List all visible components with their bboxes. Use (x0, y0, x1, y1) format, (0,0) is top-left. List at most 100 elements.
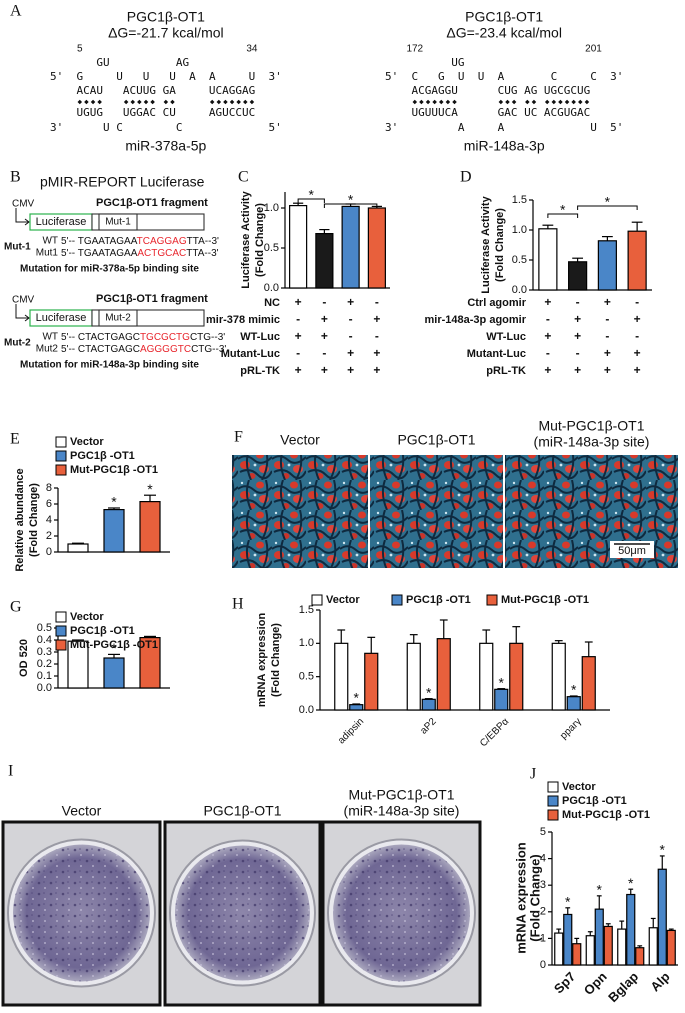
sequence-part: 5'-- TGAATAGAA (61, 236, 138, 247)
significance-star: * (111, 494, 117, 510)
dish-speckle (175, 845, 310, 981)
mutation-box (98, 309, 138, 327)
y-tick-label: 1 (540, 932, 546, 944)
significance-star: * (571, 682, 577, 698)
base-pair-dot (432, 99, 437, 105)
base-pair-dot (130, 99, 136, 105)
condition-sign: + (321, 363, 328, 377)
base-pair-dot (84, 99, 89, 105)
y-axis-label: (Fold Change) (254, 203, 266, 277)
base-pair-dot (511, 99, 517, 105)
y-tick-label: 0.0 (299, 704, 314, 716)
y-axis-label: OD 520 (18, 639, 30, 677)
y-tick-label: 2 (540, 906, 546, 918)
condition-label: Mutant-Luc (221, 348, 280, 360)
mutation-note: Mutation for miR-378a-5p binding site (20, 264, 199, 275)
sequence: 5'-- CTACTGAGCAGGGGTCCTG--3' (61, 344, 226, 355)
base-pair-dot (531, 99, 537, 105)
y-tick-label: 0.5 (512, 254, 527, 266)
base-pair-dot (249, 99, 255, 105)
significance-star: * (354, 690, 360, 706)
bar (406, 642, 421, 711)
condition-sign: + (544, 329, 551, 343)
bar (572, 943, 582, 966)
image-label: Mut-PGC1β-OT1 (538, 418, 644, 434)
sequence-row: GU AG (50, 56, 189, 69)
bar (627, 230, 647, 291)
bar (603, 925, 613, 966)
y-tick-label: 5 (540, 826, 546, 838)
bar (334, 642, 349, 711)
mutation-site: Mut-1 (105, 217, 131, 228)
bar (421, 698, 436, 711)
bar (289, 205, 308, 289)
y-axis-label: mRNA expression (256, 613, 268, 708)
promoter-arrow (15, 208, 30, 226)
condition-sign: - (546, 346, 550, 360)
y-tick-label: 0.1 (37, 670, 52, 682)
sequence: 5'-- CTACTGAGCTGCGCTGCTG--3' (61, 332, 225, 343)
base-pair-dot (163, 99, 169, 105)
legend-swatch (547, 795, 559, 807)
significance-star: * (426, 684, 432, 700)
x-tick-label: pparγ (558, 716, 583, 741)
base-pair-dot (445, 99, 451, 105)
construct-title: pMIR-REPORT Luciferase (40, 174, 205, 190)
legend-label: Mut-PGC1β -OT1 (562, 809, 650, 821)
condition-label: mir-378 mimic (206, 314, 280, 326)
panel-label: B (10, 169, 21, 186)
bar (666, 929, 676, 966)
bar (594, 908, 604, 966)
y-tick-label: 1.5 (299, 604, 314, 616)
y-tick-label: 1.5 (512, 194, 527, 206)
condition-sign: + (634, 312, 641, 326)
condition-sign: + (347, 363, 354, 377)
legend-swatch (311, 594, 323, 606)
y-tick-label: 0.5 (299, 671, 314, 683)
condition-sign: - (296, 312, 300, 326)
duplex-title: PGC1β-OT1 (465, 9, 543, 25)
bar (436, 638, 451, 711)
histology-image (232, 455, 368, 568)
base-pair-dot (452, 99, 457, 105)
fragment-label: PGC1β-OT1 fragment (96, 197, 208, 209)
condition-label: pRL-TK (240, 365, 280, 377)
sequence-row: UG (385, 56, 464, 69)
base-pair-dot (571, 99, 576, 105)
legend-label: Mut-PGC1β -OT1 (70, 464, 158, 476)
significance-star: * (147, 481, 153, 497)
significance-star: * (499, 674, 505, 690)
fragment-label: PGC1β-OT1 fragment (96, 293, 208, 305)
condition-sign: + (634, 346, 641, 360)
bar (566, 696, 581, 711)
image-label: (miR-148a-3p site) (344, 803, 460, 819)
panel-label: I (8, 763, 13, 780)
base-pair-dot (564, 99, 570, 105)
condition-sign: - (349, 312, 353, 326)
condition-sign: + (604, 363, 611, 377)
panel-label: C (238, 169, 249, 186)
sequence-part: 5'-- CTACTGAGC (61, 332, 140, 343)
base-pair-dot (584, 99, 590, 105)
condition-label: WT-Luc (240, 331, 280, 343)
condition-sign: + (347, 346, 354, 360)
y-axis-label: Luciferase Activity (480, 195, 492, 293)
y-tick-label: 1.0 (264, 202, 279, 214)
condition-sign: - (576, 346, 580, 360)
bar (563, 913, 573, 966)
y-tick-label: 0.5 (37, 622, 52, 634)
sequence-name: WT (42, 236, 58, 247)
base-pair-dot (505, 99, 510, 105)
sequence: 5'-- TGAATAGAATCAGGAGTTA--3' (61, 236, 219, 247)
bar (479, 642, 494, 711)
base-pair-dot (97, 99, 102, 105)
condition-sign: + (574, 363, 581, 377)
sequence-name: WT (42, 332, 58, 343)
y-tick-label: 6 (46, 498, 52, 510)
panel-label: F (234, 429, 243, 446)
bar (551, 642, 566, 711)
y-tick-label: 0.5 (264, 242, 279, 254)
base-pair-dot (77, 99, 83, 105)
